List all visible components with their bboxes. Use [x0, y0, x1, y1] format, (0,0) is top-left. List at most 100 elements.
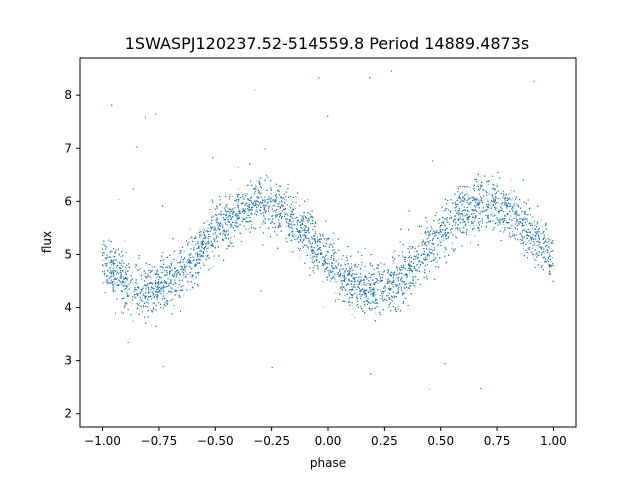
data-point [339, 265, 341, 267]
data-point [279, 224, 281, 226]
data-point [521, 232, 523, 234]
data-point [475, 225, 477, 226]
data-point [290, 221, 292, 222]
data-point [476, 184, 478, 186]
data-point [478, 200, 480, 202]
data-point [199, 246, 201, 248]
data-point [491, 188, 493, 190]
data-point [441, 239, 443, 241]
data-point [510, 224, 512, 226]
data-point [218, 204, 220, 206]
data-point [472, 210, 473, 212]
data-point [278, 221, 279, 223]
data-point [317, 240, 319, 242]
data-point [545, 250, 547, 252]
data-point [525, 229, 527, 231]
data-point [510, 190, 512, 191]
data-point [113, 279, 115, 281]
data-point [135, 283, 137, 285]
data-point [238, 197, 240, 199]
data-point [398, 305, 400, 307]
data-point [308, 248, 309, 250]
data-point [199, 228, 201, 230]
data-point [251, 203, 253, 205]
data-point [200, 249, 202, 251]
data-point [362, 284, 364, 286]
data-point [243, 218, 245, 220]
data-point [238, 188, 240, 190]
data-point [512, 198, 514, 200]
data-point [470, 203, 472, 205]
data-point [312, 259, 313, 261]
data-point [259, 201, 261, 203]
data-point [394, 285, 396, 286]
data-point [269, 218, 271, 220]
data-point [526, 235, 528, 236]
data-point [474, 235, 476, 237]
data-point [176, 271, 178, 273]
data-point [236, 206, 238, 208]
data-point [404, 268, 406, 270]
data-point [387, 295, 389, 296]
data-point [173, 267, 175, 269]
data-point [269, 197, 271, 199]
data-point [104, 245, 106, 247]
data-point [127, 285, 129, 287]
data-point [548, 247, 550, 249]
data-point [222, 225, 223, 227]
data-point [335, 299, 337, 301]
data-point [375, 294, 377, 296]
data-point [230, 209, 232, 210]
data-point [505, 216, 507, 218]
data-point [310, 244, 312, 246]
data-point [244, 208, 246, 210]
data-point [204, 241, 206, 243]
data-point [332, 239, 334, 241]
data-point [223, 229, 225, 231]
data-point [400, 285, 402, 287]
data-point [152, 302, 154, 304]
data-point [158, 289, 160, 291]
data-point [458, 204, 459, 206]
data-point [382, 274, 384, 276]
data-point [533, 254, 534, 256]
data-point [317, 269, 319, 270]
data-point [102, 259, 104, 261]
data-point [382, 297, 383, 299]
data-point [188, 273, 190, 275]
data-point [356, 277, 358, 279]
data-point [333, 255, 335, 257]
data-point [216, 229, 217, 231]
data-point [171, 261, 173, 262]
data-point [120, 256, 122, 258]
data-point [420, 232, 421, 234]
data-point [393, 262, 395, 264]
data-point [181, 271, 183, 273]
data-point [217, 226, 219, 228]
data-point [538, 244, 540, 246]
data-point [220, 232, 222, 234]
data-point [166, 292, 168, 294]
data-point [231, 219, 233, 221]
data-point [262, 198, 263, 200]
data-point [300, 215, 301, 216]
data-point [491, 212, 493, 214]
data-point [243, 198, 245, 200]
data-point [307, 245, 309, 247]
data-point [374, 269, 376, 271]
data-point [110, 257, 112, 258]
data-point [392, 260, 394, 262]
data-point [469, 186, 471, 188]
data-point [137, 307, 139, 309]
data-point [522, 245, 524, 247]
data-point [390, 298, 392, 300]
data-point [431, 245, 433, 247]
data-point [147, 310, 149, 312]
data-point [528, 208, 530, 210]
data-point [519, 214, 520, 216]
data-point [511, 231, 513, 233]
data-point [468, 199, 470, 201]
data-point [531, 239, 533, 241]
data-point [106, 283, 108, 285]
data-point [230, 179, 232, 181]
